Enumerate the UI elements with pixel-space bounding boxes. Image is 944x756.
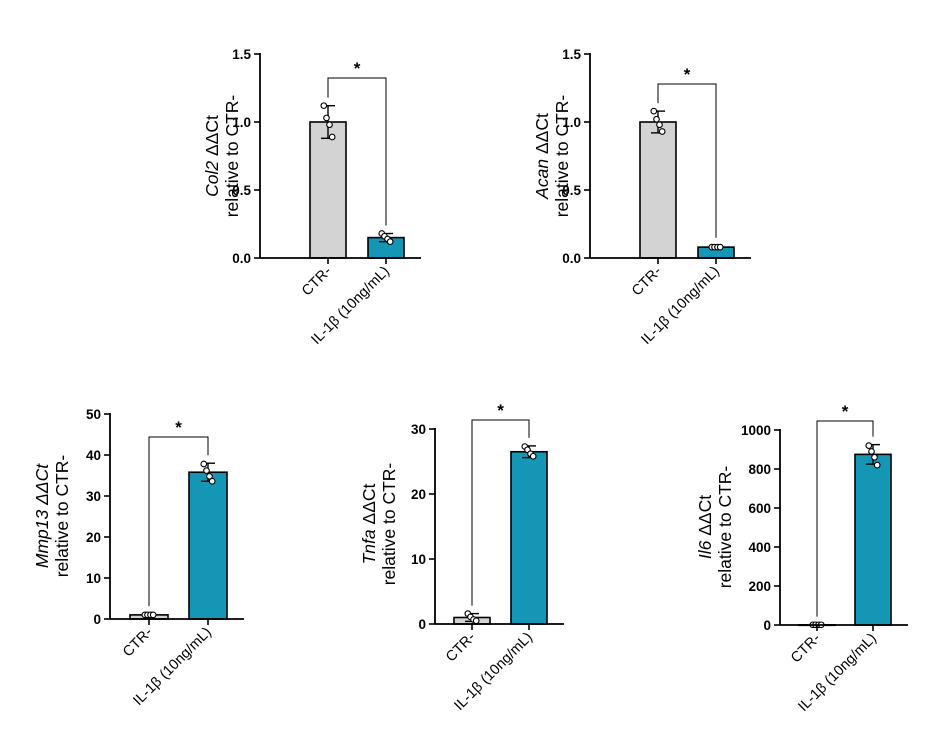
bar-ctr <box>309 121 347 259</box>
y-tick-label: 0.0 <box>562 251 581 266</box>
data-point <box>873 461 881 469</box>
x-category-label: CTR- <box>299 263 335 299</box>
data-point <box>323 114 330 122</box>
y-axis-title: Tnfa ΔΔCtrelative to CTR- <box>359 463 399 586</box>
significance-star: * <box>175 418 182 437</box>
data-point <box>716 243 724 251</box>
y-tick-label: 1.5 <box>562 47 581 62</box>
data-point <box>656 121 663 129</box>
gene-name: Il6 <box>695 540 715 559</box>
y-tick-label: 0.5 <box>562 183 581 198</box>
y-tick-label: 1.0 <box>562 115 581 130</box>
data-point <box>386 238 394 246</box>
data-point <box>868 448 875 455</box>
data-point <box>328 133 336 141</box>
gene-name: Tnfa <box>359 529 379 564</box>
y-axis-title-line2: relative to CTR- <box>222 95 242 218</box>
significance-star: * <box>354 59 361 78</box>
y-axis-title-line2: relative to CTR- <box>715 466 735 589</box>
data-point <box>326 121 333 129</box>
data-point <box>208 477 216 485</box>
gene-name: Col2 <box>202 161 222 197</box>
significance-bracket <box>816 420 874 617</box>
y-tick-label: 1.0 <box>232 115 251 130</box>
x-category-label: CTR- <box>629 263 665 299</box>
y-axis-title-line1: Col2 ΔΔCt <box>202 115 222 197</box>
x-category-label: CTR- <box>443 629 479 665</box>
significance-star: * <box>497 401 504 420</box>
y-axis-title-line1: Mmp13 ΔΔCt <box>32 463 52 568</box>
y-axis-title-line1: Tnfa ΔΔCt <box>359 483 379 564</box>
y-axis-title: Col2 ΔΔCtrelative to CTR- <box>202 95 242 218</box>
metric-name: ΔΔCt <box>202 115 222 161</box>
y-tick-label: 30 <box>86 489 101 504</box>
significance-star: * <box>684 65 691 84</box>
y-tick-label: 1000 <box>741 423 771 438</box>
y-axis-title: Il6 ΔΔCtrelative to CTR- <box>695 466 735 589</box>
y-tick-label: 0 <box>763 618 771 633</box>
bar-il1b <box>510 450 548 625</box>
bar-il1b <box>854 453 892 626</box>
y-axis-title: Acan ΔΔCtrelative to CTR- <box>532 95 572 218</box>
data-point <box>200 460 208 468</box>
y-axis-title-line2: relative to CTR- <box>52 455 72 578</box>
y-tick-label: 1.5 <box>232 47 251 62</box>
gene-name: Mmp13 ΔΔCt <box>32 463 52 568</box>
data-point <box>650 107 658 115</box>
data-point <box>203 467 210 474</box>
gene-name: Acan <box>532 159 552 200</box>
y-tick-label: 200 <box>748 579 771 594</box>
x-category-label: CTR- <box>788 630 824 666</box>
y-tick-label: 0.5 <box>232 183 251 198</box>
y-tick-label: 30 <box>411 422 426 437</box>
y-tick-label: 0 <box>93 612 101 627</box>
y-tick-label: 600 <box>748 501 771 516</box>
significance-bracket <box>148 436 209 607</box>
data-point <box>529 452 537 460</box>
y-tick-label: 0.0 <box>232 251 251 266</box>
y-tick-label: 10 <box>411 552 426 567</box>
y-axis-title-line1: Acan ΔΔCt <box>532 113 552 200</box>
data-point <box>149 611 157 619</box>
significance-bracket <box>657 83 717 238</box>
bar-ctr <box>639 121 677 259</box>
y-tick-label: 40 <box>86 448 101 463</box>
significance-bracket <box>471 419 530 606</box>
data-point <box>653 115 660 123</box>
data-point <box>865 442 873 449</box>
bar-il1b <box>188 471 228 620</box>
y-tick-label: 0 <box>418 617 426 632</box>
y-tick-label: 10 <box>86 571 101 586</box>
y-axis-title: Mmp13 ΔΔCtrelative to CTR- <box>32 455 72 578</box>
y-tick-label: 800 <box>748 462 771 477</box>
data-point <box>658 128 666 135</box>
y-tick-label: 50 <box>86 407 101 422</box>
data-point <box>320 102 328 110</box>
metric-name: ΔΔCt <box>359 483 379 529</box>
y-axis-title-line1: Il6 ΔΔCt <box>695 495 715 559</box>
y-axis-title-line2: relative to CTR- <box>552 95 572 218</box>
y-tick-label: 400 <box>748 540 771 555</box>
data-point <box>472 617 480 625</box>
metric-name: ΔΔCt <box>532 113 552 159</box>
y-tick-label: 20 <box>86 530 101 545</box>
y-tick-label: 20 <box>411 487 426 502</box>
x-category-label: CTR- <box>120 624 156 660</box>
metric-name: ΔΔCt <box>695 495 715 541</box>
data-point <box>871 453 878 461</box>
significance-bracket <box>327 77 387 226</box>
data-point <box>206 472 213 480</box>
significance-star: * <box>842 402 849 421</box>
y-axis-title-line2: relative to CTR- <box>379 463 399 586</box>
